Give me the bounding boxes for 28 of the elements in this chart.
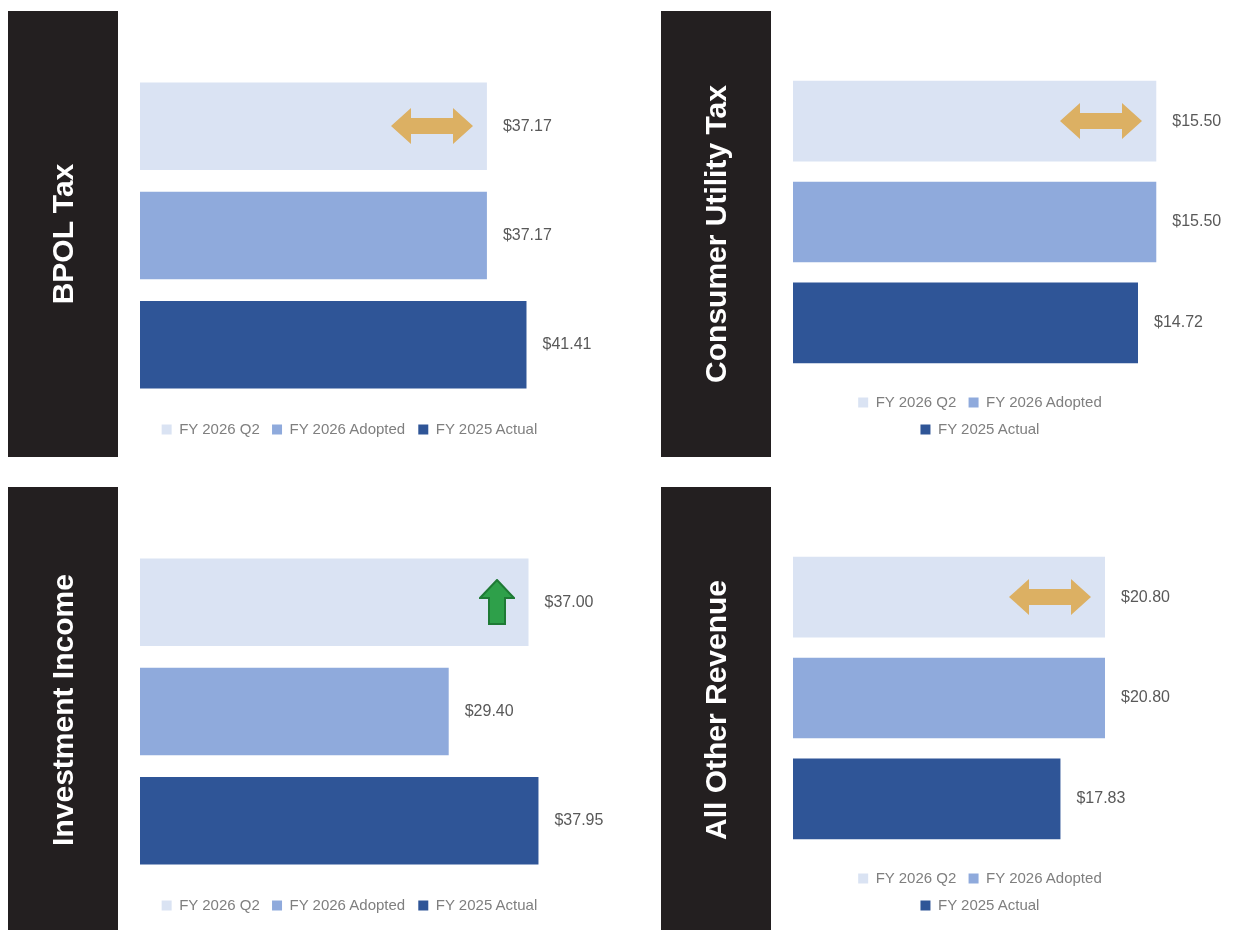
text: Investment Income xyxy=(46,574,80,846)
legend-label: FY 2026 Adopted xyxy=(289,895,406,913)
data-label: $37.17 xyxy=(502,116,552,134)
data-label: $15.50 xyxy=(1172,212,1222,230)
legend-label: FY 2025 Actual xyxy=(937,895,1040,913)
legend-label: FY 2026 Q2 xyxy=(179,895,260,913)
data-label: $15.50 xyxy=(1172,111,1222,129)
text: All Other Revenue xyxy=(699,579,733,841)
data-label: $20.80 xyxy=(1121,688,1171,706)
legend-label: FY 2026 Adopted xyxy=(986,868,1102,886)
legend-label: FY 2026 Adopted xyxy=(986,392,1102,410)
legend-label: FY 2026 Q2 xyxy=(179,419,260,437)
text: Consumer Utility Tax xyxy=(699,85,733,383)
data-label: $37.00 xyxy=(544,592,594,610)
data-label: $20.80 xyxy=(1121,587,1171,605)
data-label: $29.40 xyxy=(464,701,514,719)
text: BPOL Tax xyxy=(46,163,80,305)
legend-label: FY 2026 Adopted xyxy=(289,419,406,437)
legend-label: FY 2025 Actual xyxy=(435,419,538,437)
legend-label: FY 2026 Q2 xyxy=(875,392,957,410)
data-label: $37.17 xyxy=(502,225,552,243)
data-label: $41.41 xyxy=(542,335,592,353)
legend-label: FY 2026 Q2 xyxy=(875,868,957,886)
data-label: $37.95 xyxy=(554,811,604,829)
legend-label: FY 2025 Actual xyxy=(435,895,538,913)
legend-label: FY 2025 Actual xyxy=(937,419,1040,437)
data-label: $14.72 xyxy=(1154,313,1204,331)
data-label: $17.83 xyxy=(1076,789,1126,807)
